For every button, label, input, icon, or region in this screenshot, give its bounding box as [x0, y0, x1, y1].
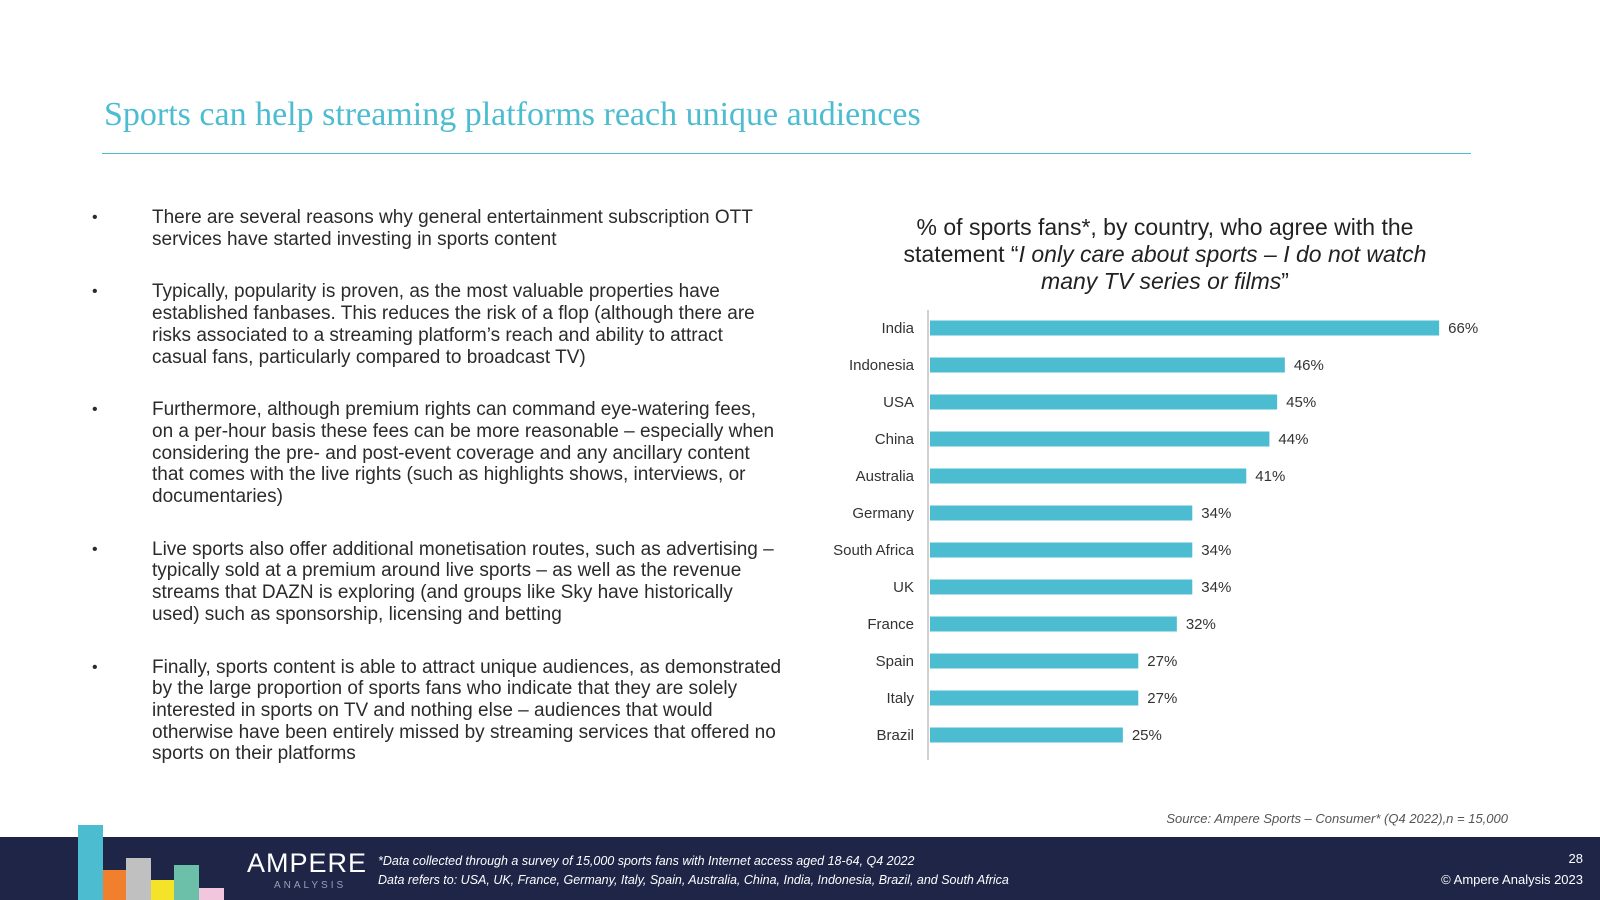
bullet-text: Live sports also offer additional moneti… [152, 538, 774, 625]
logo-bar-grey [126, 858, 151, 900]
chart-title-line2-italic: I only care about sports – I do not watc… [1018, 241, 1427, 267]
category-label: South Africa [833, 542, 915, 559]
bar-germany [930, 505, 1193, 521]
bullet-item: • Furthermore, although premium rights ca… [92, 399, 782, 508]
category-label: Germany [852, 505, 914, 522]
value-label: 46% [1294, 357, 1324, 374]
bar-usa [930, 394, 1278, 410]
chart-title: % of sports fans*, by country, who agree… [880, 214, 1450, 295]
bullet-item: • Typically, popularity is proven, as the… [92, 281, 782, 368]
bullet-item: • Finally, sports content is able to attr… [92, 657, 782, 766]
bullet-text: Typically, popularity is proven, as the … [152, 281, 755, 368]
footnote-line2: Data refers to: USA, UK, France, Germany… [378, 873, 1009, 887]
bar-china [930, 431, 1270, 447]
logo-bar-orange [103, 870, 126, 900]
logo-bar-blue [78, 825, 103, 900]
bar-chart: India 66% Indonesia 46% USA 45% China 44% Austra… [833, 310, 1478, 760]
bullet-item: • Live sports also offer additional monet… [92, 539, 782, 626]
value-label: 34% [1201, 579, 1231, 596]
value-label: 34% [1201, 505, 1231, 522]
chart-title-line1: % of sports fans*, by country, who agree… [916, 214, 1414, 240]
bar-brazil [930, 727, 1123, 743]
logo-bar-pink [199, 888, 224, 900]
ampere-logo-bars [78, 825, 228, 900]
category-label: USA [883, 394, 914, 411]
title-divider [102, 153, 1471, 154]
footnote-line1: *Data collected through a survey of 15,0… [378, 854, 915, 868]
bullet-glyph: • [92, 658, 98, 676]
value-label: 27% [1147, 653, 1177, 670]
logo-bar-yellow [151, 880, 174, 900]
bar-indonesia [930, 357, 1285, 373]
value-label: 32% [1186, 616, 1216, 633]
category-label: Australia [856, 468, 915, 485]
category-label: Italy [886, 690, 914, 707]
bullet-glyph: • [92, 209, 98, 226]
category-label: Indonesia [849, 357, 915, 374]
category-label: China [875, 431, 915, 448]
bar-france [930, 616, 1177, 632]
value-label: 34% [1201, 542, 1231, 559]
value-label: 41% [1255, 468, 1285, 485]
bullet-text: Furthermore, although premium rights can… [152, 399, 775, 508]
chart-title-line3-suffix: ” [1281, 268, 1289, 294]
bar-spain [930, 653, 1139, 669]
category-label: Spain [876, 653, 914, 670]
bullet-list: • There are several reasons why general e… [92, 207, 782, 796]
value-label: 45% [1286, 394, 1316, 411]
footnote: *Data collected through a survey of 15,0… [378, 852, 1009, 890]
category-label: Brazil [876, 727, 914, 744]
source-note: Source: Ampere Sports – Consumer* (Q4 20… [1166, 811, 1508, 826]
page-title: Sports can help streaming platforms reac… [104, 96, 921, 133]
bullet-item: • There are several reasons why general e… [92, 207, 782, 250]
copyright: © Ampere Analysis 2023 [1441, 872, 1583, 887]
ampere-logo-text: AMPERE [247, 848, 368, 878]
bar-india [930, 320, 1440, 336]
footer-bar [0, 837, 1600, 900]
value-label: 27% [1147, 690, 1177, 707]
bullet-glyph: • [92, 283, 98, 301]
bar-south-africa [930, 542, 1193, 558]
value-label: 66% [1448, 320, 1478, 337]
ampere-logo-subtext: ANALYSIS [274, 880, 347, 891]
value-label: 25% [1132, 727, 1162, 744]
bullet-text: Finally, sports content is able to attra… [152, 656, 782, 765]
bullet-text: There are several reasons why general en… [152, 207, 753, 250]
bar-italy [930, 690, 1139, 706]
category-label: France [867, 616, 914, 633]
category-label: UK [893, 579, 914, 596]
value-label: 44% [1278, 431, 1308, 448]
category-label: India [881, 320, 914, 337]
bar-uk [930, 579, 1193, 595]
logo-bar-green [174, 865, 199, 900]
bullet-glyph: • [92, 401, 98, 419]
page-number: 28 [1568, 851, 1583, 866]
bullet-glyph: • [92, 540, 98, 558]
bar-australia [930, 468, 1247, 484]
chart-title-line3-italic: many TV series or films [1041, 268, 1282, 294]
chart-title-line2-prefix: statement “ [903, 241, 1019, 267]
